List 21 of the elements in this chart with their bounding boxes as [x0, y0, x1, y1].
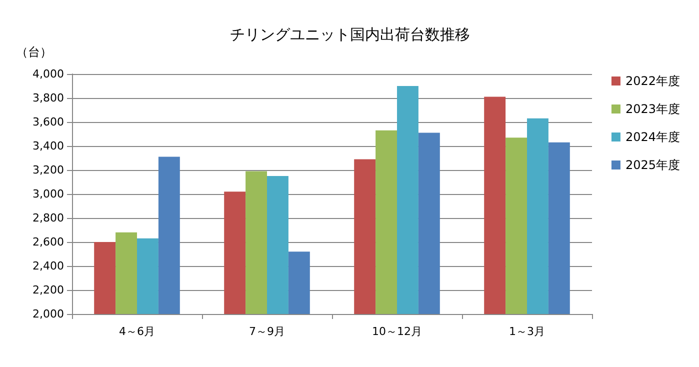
y-tick-label: 3,200 [32, 164, 64, 176]
legend-label: 2023年度 [625, 102, 680, 116]
legend-label: 2024年度 [625, 130, 680, 144]
x-tick-label: 1～3月 [509, 325, 545, 338]
chart-title: チリングユニット国内出荷台数推移 [230, 26, 470, 44]
y-tick-label: 3,000 [32, 188, 64, 200]
y-tick-label: 2,800 [32, 212, 64, 224]
y-tick-label: 2,000 [32, 308, 64, 320]
x-tick-label: 10～12月 [372, 325, 422, 338]
y-tick-label: 3,800 [32, 92, 64, 104]
y-axis-title: （台） [16, 45, 52, 59]
y-tick-label: 4,000 [32, 68, 64, 80]
y-tick-label: 3,600 [32, 116, 64, 128]
x-tick-label: 7～9月 [249, 325, 285, 338]
y-tick-label: 3,400 [32, 140, 64, 152]
y-tick-label: 2,600 [32, 236, 64, 248]
legend-label: 2025年度 [625, 158, 680, 172]
y-tick-label: 2,400 [32, 260, 64, 272]
legend-label: 2022年度 [625, 74, 680, 88]
y-tick-label: 2,200 [32, 284, 64, 296]
x-tick-label: 4～6月 [119, 325, 155, 338]
